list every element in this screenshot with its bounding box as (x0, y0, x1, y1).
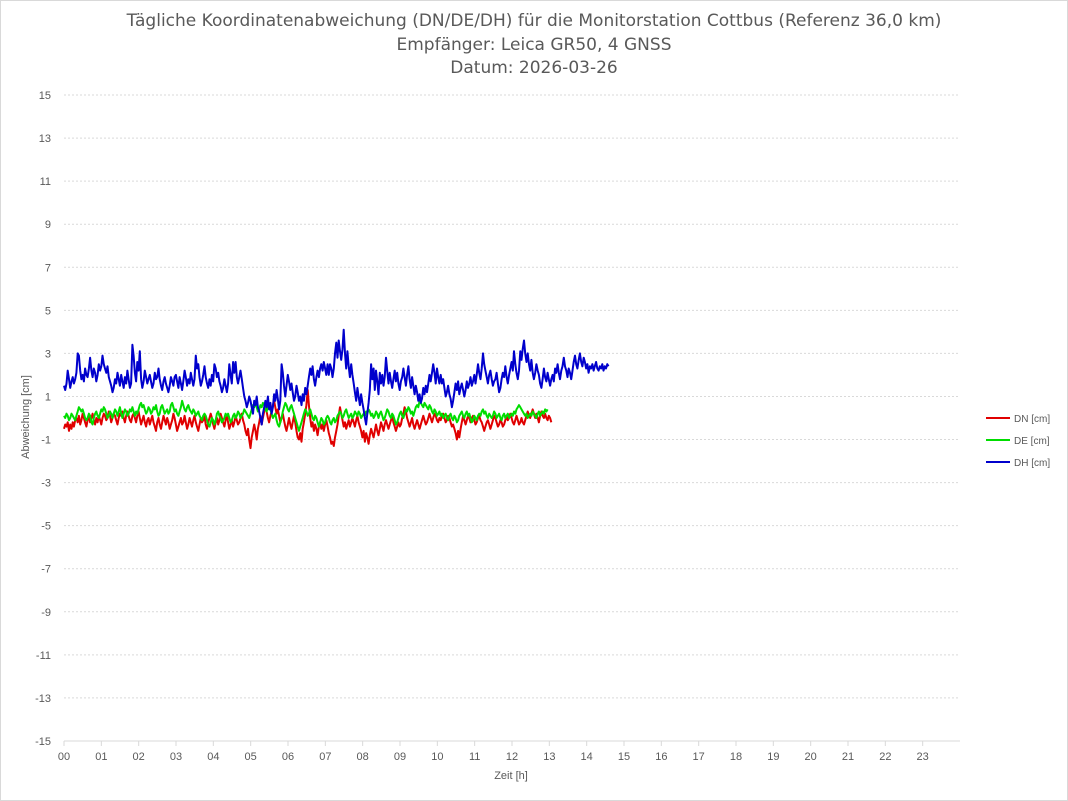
x-tick-label: 03 (170, 751, 182, 763)
y-tick-label: -5 (41, 521, 51, 533)
x-tick-label: 10 (431, 751, 443, 763)
x-tick-label: 12 (506, 751, 518, 763)
x-tick-label: 09 (394, 751, 406, 763)
gridlines (64, 94, 960, 742)
x-tick-label: 08 (357, 751, 369, 763)
x-tick-label: 11 (469, 751, 480, 763)
x-tick-label: 15 (618, 751, 630, 763)
y-tick-label: -13 (35, 693, 51, 705)
x-tick-label: 13 (543, 751, 555, 763)
x-tick-label: 04 (207, 751, 219, 763)
x-tick-label: 01 (95, 751, 107, 763)
legend-label: DE [cm] (1014, 436, 1050, 447)
legend-label: DH [cm] (1014, 458, 1050, 469)
x-tick-label: 21 (842, 751, 854, 763)
y-tick-label: -11 (36, 650, 51, 662)
legend-label: DN [cm] (1014, 414, 1050, 425)
y-tick-label: 3 (45, 348, 51, 360)
y-axis-ticks: 15 13 11 9 7 5 3 1 -1 -3 -5 -7 -9 -11 -13 -15 (35, 90, 51, 748)
y-tick-label: -9 (41, 607, 51, 619)
x-tick-label: 20 (805, 751, 817, 763)
x-tick-label: 06 (282, 751, 294, 763)
y-tick-label: 9 (45, 219, 51, 231)
x-tick-label: 05 (245, 751, 257, 763)
y-tick-label: -7 (41, 564, 51, 576)
series-line-dh (63, 328, 610, 426)
y-tick-label: 15 (39, 90, 51, 102)
y-tick-label: 11 (40, 176, 51, 188)
series-line-de (63, 399, 549, 432)
chart-date: Datum: 2026-03-26 (450, 58, 618, 78)
x-tick-label: 16 (655, 751, 667, 763)
y-tick-label: 13 (39, 133, 51, 145)
x-tick-label: 02 (133, 751, 145, 763)
x-tick-label: 22 (879, 751, 891, 763)
y-tick-label: 5 (45, 305, 51, 317)
chart-title: Tägliche Koordinatenabweichung (DN/DE/DH… (126, 11, 942, 31)
legend: DN [cm] DE [cm] DH [cm] (986, 414, 1050, 469)
x-tick-label: 17 (693, 751, 705, 763)
x-tick-label: 07 (319, 751, 331, 763)
y-tick-label: -1 (41, 435, 51, 447)
series-lines (63, 328, 610, 450)
chart-subtitle: Empfänger: Leica GR50, 4 GNSS (396, 35, 672, 55)
y-tick-label: -3 (41, 478, 51, 490)
x-tick-label: 00 (58, 751, 70, 763)
x-tick-label: 23 (917, 751, 929, 763)
x-axis-ticks: 00 01 02 03 04 05 06 07 08 09 10 11 12 13 14 15 16 17 18 19… (58, 741, 929, 763)
y-tick-label: 7 (45, 262, 51, 274)
x-tick-label: 19 (767, 751, 779, 763)
y-tick-label: 1 (45, 391, 51, 403)
x-axis-label: Zeit [h] (494, 770, 528, 782)
x-tick-label: 14 (581, 751, 593, 763)
y-axis-label: Abweichung [cm] (20, 375, 32, 459)
y-tick-label: -15 (35, 736, 51, 748)
x-tick-label: 18 (730, 751, 742, 763)
